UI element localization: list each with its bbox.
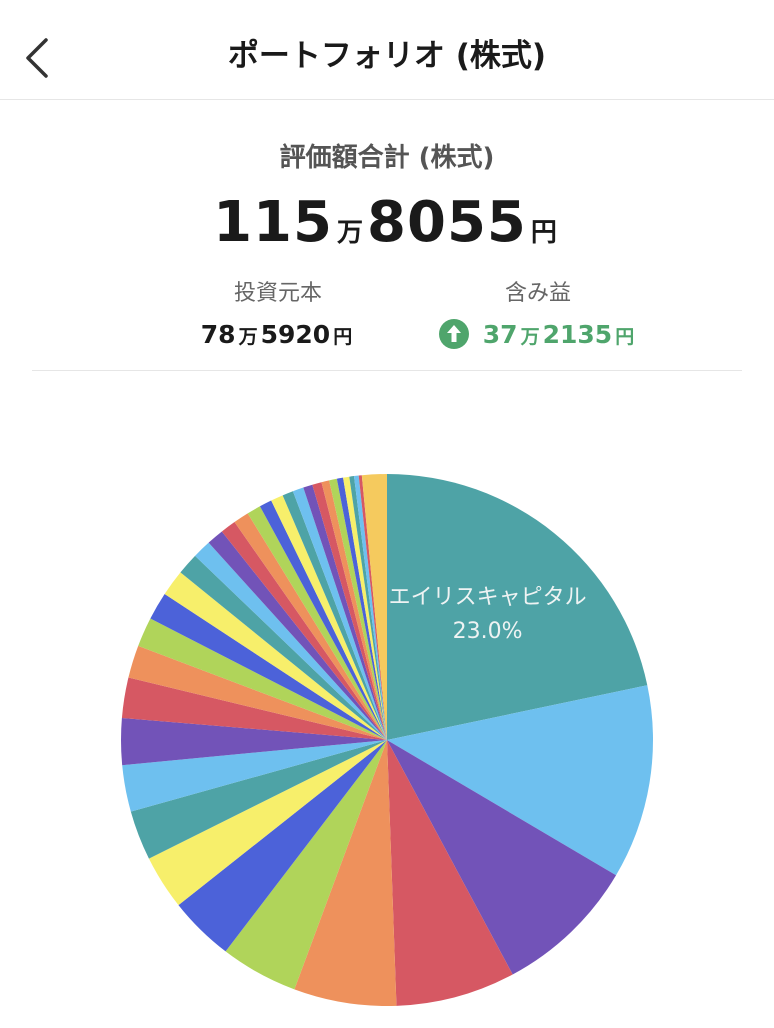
pie-slice[interactable] <box>138 618 387 740</box>
total-man-value: 115 <box>213 190 333 255</box>
pie-slice[interactable] <box>387 474 648 740</box>
pie-slice[interactable] <box>329 478 387 740</box>
pie-slice[interactable] <box>178 740 387 952</box>
invested-man-unit: 万 <box>238 326 258 348</box>
total-man-unit: 万 <box>337 218 364 248</box>
pie-slice[interactable] <box>180 555 387 740</box>
total-valuation-label: 評価額合計 (株式) <box>279 143 495 173</box>
pie-slice[interactable] <box>208 531 387 740</box>
pie-slice[interactable] <box>282 491 387 740</box>
pie-slice-label: エイリスキャピタル <box>389 585 587 610</box>
pie-slice[interactable] <box>387 685 654 876</box>
pie-slice[interactable] <box>336 477 387 740</box>
pie-slice[interactable] <box>195 542 387 740</box>
unrealized-gain: 含み益 37 万 2135 円 <box>368 278 708 355</box>
chevron-left-icon <box>26 38 48 78</box>
gain-rest-value: 2135 <box>542 320 613 349</box>
pie-chart-svg: エイリスキャピタル 23.0% <box>121 474 654 1006</box>
pie-slice[interactable] <box>292 487 387 740</box>
unrealized-gain-label: 含み益 <box>504 281 571 306</box>
pie-slice[interactable] <box>148 740 387 906</box>
pie-slice-percent: 23.0% <box>453 619 523 644</box>
invested-principal-amount: 78 万 5920 円 <box>108 318 448 355</box>
pie-slice[interactable] <box>225 740 387 990</box>
total-rest-value: 8055 <box>367 190 527 255</box>
pie-slice[interactable] <box>128 645 387 740</box>
pie-slice[interactable] <box>121 677 388 740</box>
pie-slice[interactable] <box>358 475 387 740</box>
pie-slice[interactable] <box>130 740 387 859</box>
gain-man-unit: 万 <box>520 326 540 348</box>
arrow-up-circle-icon <box>438 319 469 349</box>
gain-man-value: 37 <box>482 320 518 349</box>
pie-slice[interactable] <box>271 495 387 740</box>
page-title: ポートフォリオ (株式) <box>227 38 547 74</box>
navigation-bar: ポートフォリオ (株式) <box>0 0 774 100</box>
total-yen-unit: 円 <box>530 218 557 248</box>
pie-slice[interactable] <box>164 572 387 740</box>
pie-slice[interactable] <box>221 522 387 740</box>
pie-slice[interactable] <box>303 484 387 740</box>
gain-yen-unit: 円 <box>615 326 635 348</box>
pie-slice[interactable] <box>294 740 397 1006</box>
pie-slice[interactable] <box>122 740 387 812</box>
pie-slice[interactable] <box>259 500 387 740</box>
unrealized-gain-amount: 37 万 2135 円 <box>368 318 708 355</box>
pie-slice[interactable] <box>121 717 387 766</box>
pie-slice[interactable] <box>312 482 387 740</box>
pie-slice[interactable] <box>150 594 387 740</box>
back-button[interactable] <box>20 34 56 82</box>
portfolio-pie-chart: エイリスキャピタル 23.0% <box>0 380 774 1024</box>
invested-yen-unit: 円 <box>333 326 353 348</box>
pie-slice[interactable] <box>349 476 387 740</box>
invested-principal-label: 投資元本 <box>233 281 322 306</box>
pie-slice[interactable] <box>361 474 387 740</box>
invested-man-value: 78 <box>200 320 236 349</box>
pie-slice[interactable] <box>321 480 387 740</box>
pie-slice[interactable] <box>343 476 387 740</box>
total-valuation-amount: 115 万8055 円 <box>0 188 774 271</box>
invested-principal: 投資元本 78 万 5920 円 <box>108 278 448 355</box>
invested-rest-value: 5920 <box>260 320 331 349</box>
pie-slice[interactable] <box>387 740 513 1006</box>
section-divider <box>32 370 742 371</box>
pie-slice[interactable] <box>387 740 617 975</box>
pie-slice[interactable] <box>353 475 387 740</box>
pie-slice[interactable] <box>234 513 388 740</box>
pie-slice[interactable] <box>247 506 387 740</box>
